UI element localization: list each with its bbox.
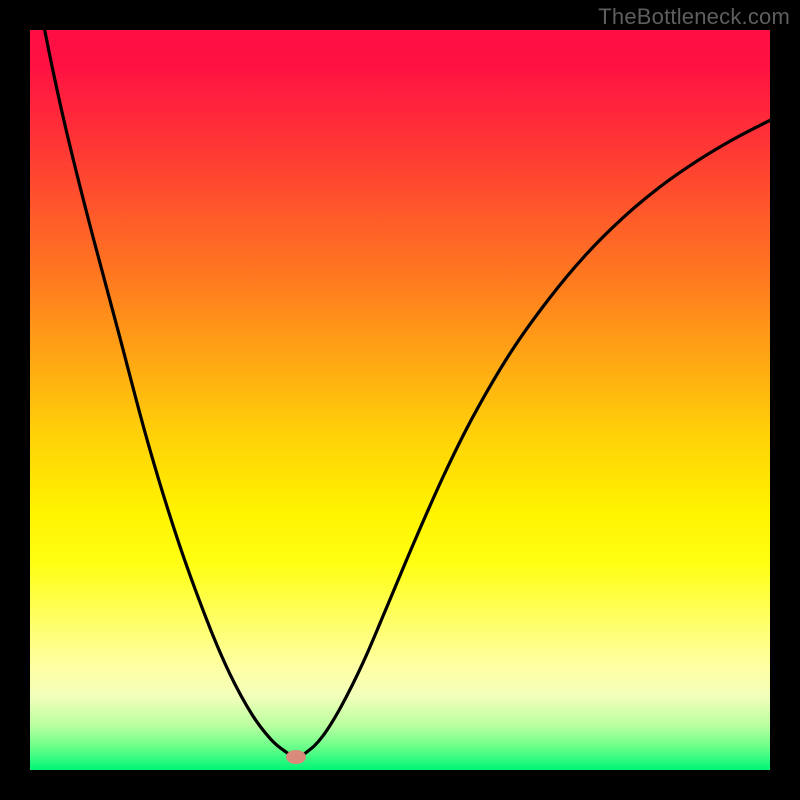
watermark-text: TheBottleneck.com xyxy=(598,4,790,30)
plot-area xyxy=(30,30,770,770)
bottleneck-curve xyxy=(30,30,770,757)
curve-layer xyxy=(30,30,770,770)
minimum-marker xyxy=(286,750,306,764)
